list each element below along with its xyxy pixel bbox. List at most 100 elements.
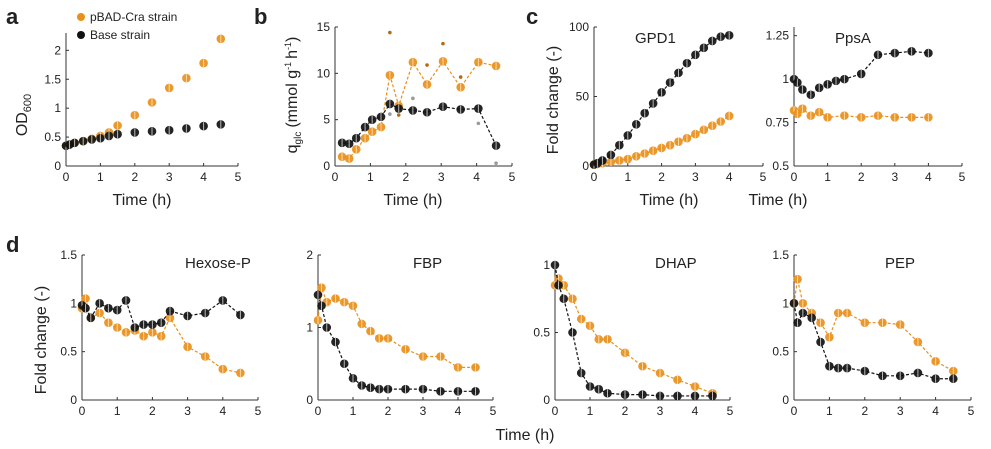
x-tick-label: 0 (791, 170, 798, 184)
series-line-base (554, 264, 713, 397)
c1-xlabel: Time (h) (640, 192, 699, 209)
x-tick-label: 0 (591, 170, 598, 184)
x-tick-label: 0 (332, 170, 339, 184)
y-tick-label: 0.5 (44, 130, 61, 144)
x-tick-label: 5 (760, 170, 767, 184)
d-ylabel: Fold change (-) (33, 286, 50, 395)
y-tick-label: 0 (306, 393, 313, 407)
x-tick-label: 0 (315, 404, 322, 418)
x-tick-label: 0 (552, 404, 559, 418)
replicate-point (458, 75, 463, 79)
replicate-point (411, 96, 415, 101)
y-tick-label: 1 (543, 258, 550, 272)
x-tick-label: 1 (824, 170, 831, 184)
series-line-cra (554, 277, 713, 394)
replicate-point (388, 112, 392, 116)
x-tick-label: 2 (402, 170, 409, 184)
panel-title: DHAP (655, 255, 697, 272)
x-tick-label: 1 (114, 404, 121, 418)
legend-marker-cra (77, 13, 85, 21)
series-line-base (81, 299, 241, 329)
a-xlabel: Time (h) (113, 192, 172, 209)
x-tick-label: 4 (200, 170, 207, 184)
x-tick-label: 1 (350, 404, 357, 418)
x-tick-label: 3 (166, 170, 173, 184)
x-tick-label: 3 (657, 404, 664, 418)
replicate-point (441, 41, 445, 46)
x-tick-label: 3 (692, 170, 699, 184)
x-tick-label: 2 (622, 404, 629, 418)
x-tick-label: 5 (727, 404, 734, 418)
x-tick-label: 3 (184, 404, 191, 418)
x-tick-label: 3 (420, 404, 427, 418)
series-line-cra (81, 296, 241, 374)
panel-title: FBP (413, 255, 442, 272)
replicate-point (396, 113, 401, 117)
y-tick-label: 1 (306, 321, 313, 335)
x-tick-label: 0 (791, 404, 798, 418)
panel-a: 0 1 2 3 4 5 0 0.5 1 1.5 2 (44, 33, 242, 184)
x-tick-label: 0 (63, 170, 70, 184)
x-tick-label: 2 (149, 404, 156, 418)
x-tick-label: 4 (692, 404, 699, 418)
y-tick-label: 50 (576, 90, 590, 104)
x-tick-label: 5 (968, 404, 975, 418)
panel-title: PpsA (835, 30, 871, 47)
y-tick-label: 1.5 (772, 248, 789, 262)
x-tick-label: 4 (455, 404, 462, 418)
x-tick-label: 5 (490, 404, 497, 418)
x-tick-label: 3 (438, 170, 445, 184)
x-tick-label: 4 (219, 404, 226, 418)
y-tick-label: 1 (782, 296, 789, 310)
y-tick-label: 2 (306, 248, 313, 262)
y-tick-label: 0.5 (772, 345, 789, 359)
x-tick-label: 1 (624, 170, 631, 184)
x-tick-label: 3 (891, 170, 898, 184)
d-xlabel: Time (h) (496, 427, 555, 444)
panel-c2: 0 1 2 3 4 5 0.5 0.75 1 1.25 PpsA (766, 27, 966, 184)
x-tick-label: 4 (925, 170, 932, 184)
x-tick-label: 4 (473, 170, 480, 184)
y-tick-label: 0.5 (533, 326, 550, 340)
x-tick-label: 2 (861, 404, 868, 418)
panel-letter-b: b (254, 4, 267, 29)
panel-d3: 0 1 2 3 4 5 0 0.5 1 DHAP (533, 255, 733, 418)
x-tick-label: 1 (97, 170, 104, 184)
y-tick-label: 1.5 (60, 248, 77, 262)
x-tick-label: 2 (658, 170, 665, 184)
series-line-base (317, 294, 476, 392)
y-tick-label: 0 (54, 159, 61, 173)
y-tick-label: 0 (70, 393, 77, 407)
replicate-point (476, 121, 481, 126)
y-tick-label: 0 (543, 393, 550, 407)
x-tick-label: 0 (79, 404, 86, 418)
y-tick-label: 1.25 (766, 29, 790, 43)
y-tick-label: 1.5 (44, 72, 61, 86)
panel-letter-c: c (526, 4, 538, 29)
y-tick-label: 0 (782, 393, 789, 407)
panel-d4: 0 1 2 3 4 5 0 0.5 1 1.5 PEP (772, 248, 974, 418)
y-tick-label: 0 (582, 159, 589, 173)
y-tick-label: 5 (323, 113, 330, 127)
x-tick-label: 3 (897, 404, 904, 418)
a-ylabel: OD600 (14, 94, 34, 136)
panel-title: PEP (885, 255, 915, 272)
panel-title: GPD1 (635, 30, 676, 47)
y-tick-label: 0.5 (60, 345, 77, 359)
x-tick-label: 2 (385, 404, 392, 418)
y-tick-label: 15 (317, 20, 331, 34)
replicate-point (425, 63, 429, 67)
panel-letter-d: d (6, 232, 19, 257)
x-tick-label: 4 (726, 170, 733, 184)
x-tick-label: 1 (587, 404, 594, 418)
y-tick-label: 0.75 (766, 116, 790, 130)
panel-letter-a: a (6, 4, 19, 29)
legend-label-base: Base strain (90, 28, 150, 42)
legend-label-cra: pBAD-Cra strain (90, 10, 177, 24)
y-tick-label: 0 (323, 159, 330, 173)
replicate-point (388, 30, 392, 35)
x-tick-label: 4 (932, 404, 939, 418)
y-tick-label: 10 (317, 66, 331, 80)
